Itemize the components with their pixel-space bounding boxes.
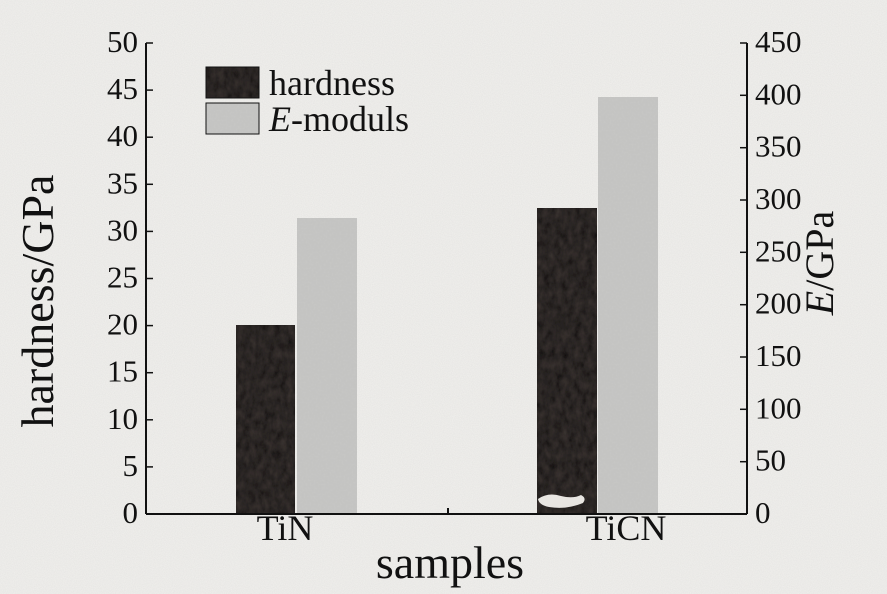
svg-text:samples: samples bbox=[376, 537, 524, 588]
svg-text:0: 0 bbox=[755, 495, 771, 530]
svg-text:hardness/GPa: hardness/GPa bbox=[12, 175, 63, 428]
svg-text:5: 5 bbox=[123, 448, 139, 483]
svg-text:20: 20 bbox=[107, 307, 138, 342]
svg-text:E/GPa: E/GPa bbox=[797, 211, 842, 317]
svg-text:15: 15 bbox=[107, 354, 138, 389]
svg-text:150: 150 bbox=[755, 338, 802, 373]
svg-text:300: 300 bbox=[755, 181, 802, 216]
svg-text:25: 25 bbox=[107, 260, 138, 295]
svg-text:50: 50 bbox=[107, 24, 138, 59]
svg-text:TiCN: TiCN bbox=[586, 508, 667, 548]
svg-text:35: 35 bbox=[107, 165, 138, 200]
svg-text:45: 45 bbox=[107, 71, 138, 106]
svg-text:hardness: hardness bbox=[269, 63, 395, 103]
svg-text:400: 400 bbox=[755, 76, 802, 111]
svg-text:E-moduls: E-moduls bbox=[268, 99, 409, 139]
svg-text:40: 40 bbox=[107, 118, 138, 153]
svg-text:250: 250 bbox=[755, 233, 802, 268]
svg-text:0: 0 bbox=[123, 495, 139, 530]
svg-text:30: 30 bbox=[107, 212, 138, 247]
svg-text:350: 350 bbox=[755, 129, 802, 164]
svg-text:10: 10 bbox=[107, 401, 138, 436]
svg-text:200: 200 bbox=[755, 286, 802, 321]
svg-text:450: 450 bbox=[755, 24, 802, 59]
svg-text:50: 50 bbox=[755, 443, 786, 478]
svg-text:100: 100 bbox=[755, 390, 802, 425]
svg-text:TiN: TiN bbox=[257, 508, 314, 548]
